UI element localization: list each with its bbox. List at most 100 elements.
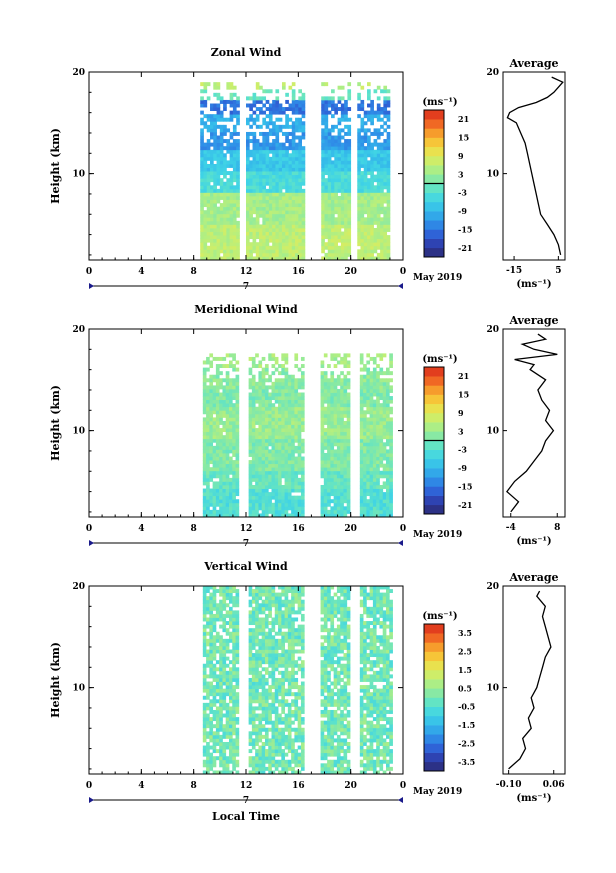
heatmap-cell: [321, 142, 325, 147]
heatmap-cell: [278, 420, 282, 425]
heatmap-cell: [294, 463, 299, 468]
heatmap-cell: [212, 488, 217, 493]
heatmap-cell: [285, 235, 289, 240]
heatmap-cell: [385, 463, 390, 468]
heatmap-cell: [268, 596, 272, 601]
heatmap-cell: [210, 195, 214, 200]
heatmap-cell: [281, 181, 286, 186]
heatmap-cell: [363, 156, 368, 161]
heatmap-cell: [284, 428, 289, 433]
heatmap-cell: [225, 628, 230, 633]
heatmap-cell: [295, 252, 299, 257]
heatmap-cell: [321, 235, 325, 240]
heatmap-cell: [255, 220, 260, 225]
heatmap-cell: [235, 442, 240, 447]
heatmap-cell: [229, 199, 234, 204]
heatmap-cell: [331, 96, 335, 101]
heatmap-cell: [262, 167, 267, 172]
heatmap-cell: [255, 192, 260, 197]
heatmap-cell: [209, 692, 214, 697]
heatmap-cell: [255, 613, 259, 618]
heatmap-cell: [284, 456, 289, 461]
heatmap-cell: [255, 160, 260, 165]
heatmap-cell: [216, 92, 221, 97]
heatmap-cell: [226, 149, 231, 154]
heatmap-cell: [271, 513, 276, 518]
heatmap-cell: [202, 513, 207, 518]
heatmap-cell: [209, 413, 214, 418]
heatmap-cell: [202, 709, 207, 714]
heatmap-cell: [255, 470, 259, 475]
heatmap-cell: [229, 117, 234, 122]
heatmap-cell: [219, 467, 223, 472]
heatmap-cell: [344, 195, 348, 200]
heatmap-cell: [249, 185, 253, 190]
heatmap-cell: [255, 477, 259, 482]
heatmap-cell: [265, 121, 270, 126]
heatmap-cell: [367, 203, 371, 208]
heatmap-cell: [252, 96, 257, 101]
heatmap-cell: [382, 420, 387, 425]
heatmap-cell: [291, 235, 296, 240]
heatmap-cell: [297, 456, 302, 461]
heatmap-cell: [271, 424, 276, 429]
heatmap-cell: [228, 417, 233, 422]
heatmap-cell: [271, 599, 276, 604]
heatmap-cell: [360, 199, 365, 204]
heatmap-cell: [359, 435, 364, 440]
heatmap-cell: [320, 467, 325, 472]
heatmap-cell: [232, 506, 236, 511]
heatmap-cell: [206, 759, 210, 764]
heatmap-cell: [340, 245, 345, 250]
heatmap-cell: [212, 445, 217, 450]
colorbar-swatch: [424, 440, 444, 450]
heatmap-cell: [262, 210, 267, 215]
heatmap-cell: [281, 456, 285, 461]
heatmap-cell: [366, 445, 371, 450]
heatmap-cell: [301, 156, 306, 161]
heatmap-cell: [262, 188, 267, 193]
colorbar-swatch: [424, 504, 444, 515]
heatmap-cell: [333, 477, 338, 482]
heatmap-cell: [232, 142, 237, 147]
heatmap-cell: [274, 513, 279, 518]
heatmap-cell: [278, 474, 282, 479]
heatmap-cell: [268, 502, 272, 507]
heatmap-cell: [255, 499, 259, 504]
heatmap-cell: [334, 167, 338, 172]
heatmap-cell: [228, 488, 233, 493]
heatmap-cell: [334, 110, 338, 115]
heatmap-cell: [262, 181, 267, 186]
heatmap-cell: [262, 163, 267, 168]
heatmap-cell: [367, 114, 371, 119]
heatmap-cell: [252, 199, 257, 204]
heatmap-cell: [389, 445, 393, 450]
heatmap-cell: [337, 99, 342, 104]
heatmap-cell: [232, 356, 236, 361]
heatmap-cell: [255, 606, 259, 611]
heatmap-cell: [294, 399, 299, 404]
heatmap-cell: [334, 235, 338, 240]
heatmap-cell: [268, 103, 273, 108]
heatmap-cell: [287, 477, 292, 482]
heatmap-cell: [360, 156, 365, 161]
heatmap-cell: [216, 174, 221, 179]
heatmap-cell: [321, 231, 325, 236]
heatmap-cell: [320, 424, 325, 429]
heatmap-cell: [337, 206, 342, 211]
heatmap-cell: [215, 428, 220, 433]
heatmap-cell: [206, 206, 211, 211]
heatmap-cell: [200, 142, 204, 147]
heatmap-cell: [251, 653, 256, 658]
heatmap-cell: [340, 452, 344, 457]
heatmap-cell: [264, 759, 269, 764]
heatmap-cell: [376, 428, 380, 433]
heatmap-cell: [206, 128, 211, 133]
heatmap-cell: [373, 188, 378, 193]
heatmap-cell: [320, 406, 325, 411]
heatmap-cell: [259, 167, 263, 172]
heatmap-cell: [344, 139, 348, 144]
heatmap-cell: [301, 153, 306, 158]
heatmap-cell: [367, 82, 371, 87]
heatmap-cell: [255, 149, 260, 154]
